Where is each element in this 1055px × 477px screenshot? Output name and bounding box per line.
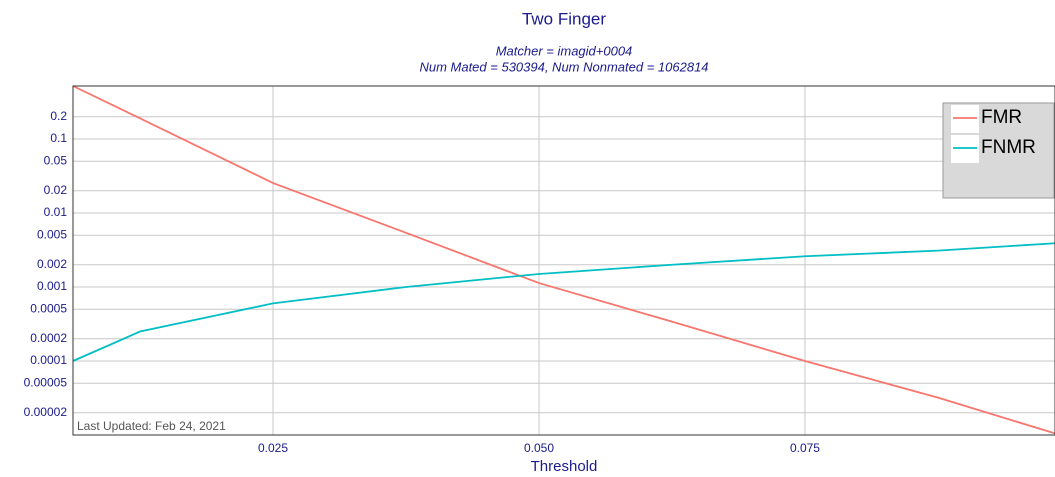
y-tick-label: 0.005 bbox=[37, 227, 67, 241]
chart-subtitle: Num Mated = 530394, Num Nonmated = 10628… bbox=[419, 59, 708, 74]
y-tick-label: 0.0001 bbox=[30, 353, 67, 367]
plot-border bbox=[72, 85, 1055, 436]
annotation: Last Updated: Feb 24, 2021 bbox=[77, 419, 226, 433]
y-tick-label: 0.1 bbox=[50, 131, 67, 145]
y-tick-label: 0.00002 bbox=[24, 405, 68, 419]
x-tick-label: 0.025 bbox=[258, 441, 288, 455]
y-tick-label: 0.2 bbox=[50, 109, 67, 123]
x-tick-label: 0.075 bbox=[790, 441, 820, 455]
y-tick-label: 0.002 bbox=[37, 257, 67, 271]
plot-area bbox=[72, 85, 1055, 436]
y-tick-label: 0.05 bbox=[44, 153, 68, 167]
y-tick-label: 0.001 bbox=[37, 279, 67, 293]
chart-title: Two Finger bbox=[522, 9, 606, 28]
legend-key bbox=[951, 135, 979, 163]
legend-label: FNMR bbox=[981, 137, 1036, 158]
legend-label: FMR bbox=[981, 107, 1022, 128]
y-tick-label: 0.01 bbox=[44, 205, 68, 219]
y-tick-label: 0.0002 bbox=[30, 331, 67, 345]
chart-subtitle: Matcher = imagid+0004 bbox=[496, 43, 633, 58]
legend-key bbox=[951, 105, 979, 133]
series-line bbox=[72, 242, 1055, 362]
y-tick-label: 0.02 bbox=[44, 183, 68, 197]
y-tick-label: 0.0005 bbox=[30, 301, 67, 315]
y-tick-label: 0.00005 bbox=[24, 375, 68, 389]
series-line bbox=[72, 85, 1055, 435]
x-axis-label: Threshold bbox=[531, 458, 598, 475]
x-tick-label: 0.050 bbox=[524, 441, 554, 455]
